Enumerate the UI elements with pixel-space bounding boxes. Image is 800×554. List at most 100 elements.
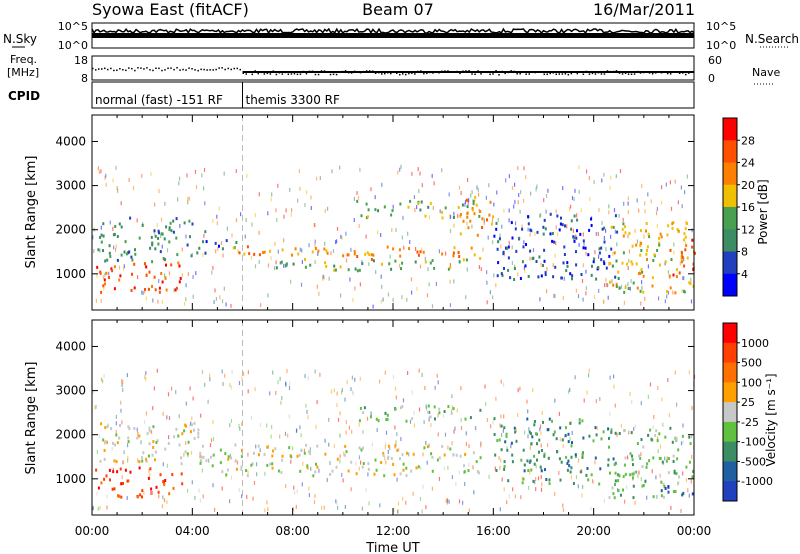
range-gate-cell [407,205,410,209]
range-gate-cell [185,234,187,239]
range-gate-cell [185,283,187,288]
range-gate-cell [362,430,364,435]
range-gate-cell [277,249,279,254]
range-gate-cell [532,479,535,483]
range-gate-cell [443,466,446,471]
range-gate-cell [191,416,193,421]
range-gate-cell [539,465,542,469]
range-gate-cell [359,167,361,172]
range-gate-cell [549,212,552,216]
range-gate-cell [202,494,204,499]
range-gate-cell [542,232,545,236]
range-gate-cell [520,458,523,462]
range-gate-cell [540,274,543,278]
range-gate-cell [209,377,211,382]
range-gate-cell [215,249,217,254]
range-gate-cell [331,169,333,174]
range-gate-cell [511,453,514,457]
velocity-colorbar-label: Velocity [m s⁻¹] [764,373,778,466]
range-gate-cell [675,472,678,476]
range-gate-cell [425,406,428,411]
range-gate-cell [433,405,436,409]
range-gate-cell [691,245,694,249]
freq-point [194,69,196,71]
range-gate-cell [210,455,212,459]
range-gate-cell [154,288,157,292]
range-gate-cell [494,453,497,457]
range-gate-cell [324,209,326,213]
range-gate-cell [449,229,452,234]
range-gate-cell [164,447,167,451]
range-gate-cell [168,227,171,231]
range-gate-cell [423,420,425,424]
range-gate-cell [463,464,465,468]
range-gate-cell [607,295,609,300]
range-gate-cell [314,223,316,227]
range-gate-cell [505,432,508,436]
range-gate-cell [533,462,536,466]
range-gate-cell [683,238,686,242]
range-gate-cell [123,450,125,455]
range-gate-cell [690,479,692,484]
freq-point [555,73,557,75]
colorbar-tick-label: 1000 [741,337,769,350]
range-gate-cell [655,475,657,480]
range-gate-cell [681,434,684,438]
range-gate-cell [540,431,542,436]
range-gate-cell [219,295,221,300]
colorbar-frame [722,322,738,502]
range-gate-cell [220,241,223,246]
range-gate-cell [666,233,669,237]
range-gate-cell [608,204,610,209]
range-gate-cell [534,232,536,236]
range-gate-cell [191,480,193,485]
range-gate-cell [449,215,452,219]
power-ylabel: Slant Range [km] [24,156,39,269]
range-gate-cell [645,229,647,233]
range-gate-cell [116,186,118,191]
range-gate-cell [333,388,335,393]
range-gate-cell [518,236,521,240]
range-gate-cell [142,451,145,455]
range-gate-cell [191,222,194,226]
range-gate-cell [156,368,158,373]
range-gate-cell [464,482,466,486]
range-gate-cell [485,195,487,200]
range-gate-cell [647,394,649,399]
range-gate-cell [402,398,405,403]
range-gate-cell [669,180,671,185]
range-gate-cell [294,247,297,251]
range-gate-cell [380,233,382,237]
range-gate-cell [514,182,516,187]
range-gate-cell [674,490,677,493]
range-gate-cell [692,268,695,271]
range-gate-cell [688,493,690,498]
range-gate-cell [560,216,562,220]
range-gate-cell [395,395,397,400]
range-gate-cell [632,281,635,285]
range-gate-cell [187,453,189,458]
range-gate-cell [158,494,160,499]
range-gate-cell [658,296,660,301]
range-gate-cell [554,491,556,496]
range-gate-cell [103,278,106,282]
range-gate-cell [112,441,114,445]
range-gate-cell [122,460,124,465]
range-gate-cell [341,390,343,395]
range-gate-cell [143,491,145,495]
range-gate-cell [593,480,595,485]
range-gate-cell [599,467,602,471]
range-gate-cell [438,249,440,254]
range-gate-cell [330,251,332,256]
range-gate-cell [647,192,649,197]
range-gate-cell [160,272,163,275]
freq-point [161,69,163,72]
range-gate-cell [582,484,584,489]
range-gate-cell [368,262,370,267]
range-gate-cell [115,247,117,252]
range-gate-cell [100,377,103,382]
range-gate-cell [235,218,238,223]
colorbar-swatch [723,118,737,141]
range-gate-cell [120,400,122,405]
x-tick-label: 00:00 [75,524,110,538]
